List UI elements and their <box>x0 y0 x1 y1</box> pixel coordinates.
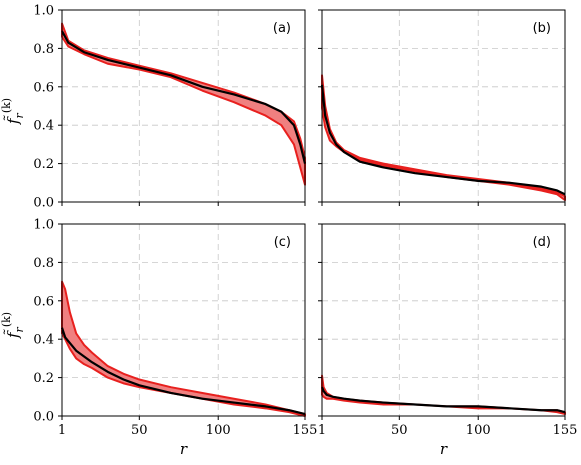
x-tick-label: 100 <box>466 423 491 438</box>
panel-frame <box>321 9 566 203</box>
mean-line <box>60 327 306 416</box>
confidence-band <box>321 74 566 202</box>
x-tick-label: 100 <box>206 423 231 438</box>
confidence-band <box>321 374 566 416</box>
y-tick-label: 0.2 <box>33 371 54 386</box>
y-axis-label: f̃r(k) <box>0 98 26 125</box>
x-tick-label: 1 <box>58 423 66 438</box>
x-axis-label: r <box>440 440 448 458</box>
panel-label: (d) <box>533 235 551 250</box>
panel-frame <box>61 223 306 417</box>
panel-label: (b) <box>533 21 551 36</box>
mean-line <box>320 386 566 414</box>
y-axis-label: f̃r(k) <box>0 312 26 339</box>
panel-label: (c) <box>274 235 291 250</box>
x-tick-label: 155 <box>293 423 318 438</box>
x-tick-label: 155 <box>553 423 578 438</box>
x-tick-label: 50 <box>131 423 148 438</box>
y-tick-label: 1.0 <box>33 4 54 19</box>
x-axis-label: r <box>180 440 188 458</box>
y-tick-label: 0.6 <box>33 80 54 95</box>
x-tick-label: 1 <box>318 423 326 438</box>
y-tick-label: 0.0 <box>33 196 54 211</box>
mean-line <box>61 30 307 164</box>
y-tick-label: 0.4 <box>33 333 54 348</box>
x-tick-label: 50 <box>391 423 408 438</box>
y-tick-label: 0.6 <box>33 294 54 309</box>
panel-label: (a) <box>273 21 291 36</box>
y-tick-label: 0.4 <box>33 119 54 134</box>
y-tick-label: 0.8 <box>33 42 54 57</box>
y-tick-label: 0.8 <box>33 256 54 271</box>
panel-frame <box>61 9 306 203</box>
y-tick-label: 0.0 <box>33 410 54 425</box>
mean-line <box>320 84 566 196</box>
y-tick-label: 1.0 <box>33 218 54 233</box>
panel-2: (b) <box>318 9 566 206</box>
panel-frame <box>321 223 566 417</box>
panel-1: 0.0 0.2 0.4 0.6 0.8 1.0 (a) f̃r(k) <box>0 4 307 211</box>
panel-4: 1 50 100 155 (d) r <box>318 223 578 458</box>
y-tick-label: 0.2 <box>33 157 54 172</box>
panel-3: 1 50 100 155 0.0 0.2 0.4 0.6 0.8 1.0 (c) r f̃r(k) <box>0 218 317 459</box>
confidence-band <box>61 22 306 186</box>
